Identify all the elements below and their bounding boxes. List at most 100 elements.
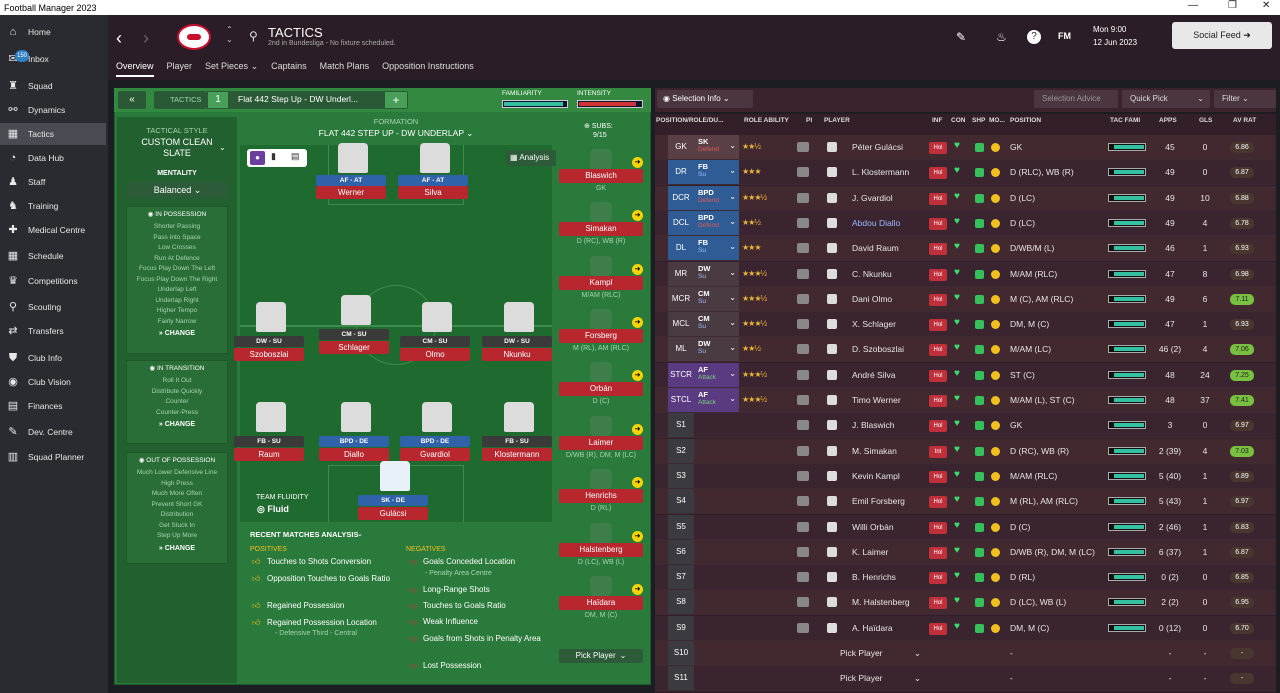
role-duty-dropdown[interactable]: CM Su ⌄ <box>694 286 739 311</box>
player-instructions-icon[interactable] <box>797 622 809 633</box>
table-row[interactable] <box>655 413 1276 439</box>
sub-swap-arrow-icon[interactable]: ➜ <box>632 317 643 328</box>
sub-swap-arrow-icon[interactable]: ➜ <box>632 210 643 221</box>
tactic-name-dropdown[interactable]: Flat 442 Step Up - DW Underl... <box>238 94 358 104</box>
sidebar-item-club-vision[interactable]: ◉ Club Vision <box>0 371 106 393</box>
player-name-label[interactable]: Nkunku <box>482 348 552 361</box>
column-header[interactable]: AV RAT <box>1233 117 1257 124</box>
sidebar-item-staff[interactable]: ♟ Staff <box>0 171 106 193</box>
player-instructions-icon[interactable] <box>797 496 809 507</box>
style-dropdown-icon[interactable]: ⌄ <box>219 143 226 152</box>
role-duty-dropdown[interactable]: DW Su ⌄ <box>694 261 739 286</box>
maximize-icon[interactable]: ❐ <box>1228 0 1237 11</box>
sub-swap-arrow-icon[interactable]: ➜ <box>632 531 643 542</box>
player-instructions-icon[interactable] <box>797 597 809 608</box>
club-switch-arrows[interactable]: ⌃ ⌄ <box>226 25 233 44</box>
player-instructions-icon[interactable] <box>797 243 809 254</box>
sidebar-item-finances[interactable]: ▤ Finances <box>0 395 106 417</box>
column-header[interactable]: TAC FAMI <box>1110 117 1141 124</box>
role-duty-dropdown[interactable]: BPD Defend ⌄ <box>694 210 739 235</box>
player-instructions-icon[interactable] <box>797 293 809 304</box>
selection-advice-button[interactable]: Selection Advice <box>1034 90 1118 108</box>
table-row[interactable] <box>655 666 1276 692</box>
tab-opposition-instructions[interactable]: Opposition Instructions <box>382 61 474 71</box>
player-instructions-icon[interactable] <box>797 521 809 532</box>
help-icon[interactable]: ? <box>1027 30 1041 44</box>
mentality-dropdown[interactable]: Balanced ⌄ <box>127 182 228 198</box>
sidebar-item-squad-planner[interactable]: ▥ Squad Planner <box>0 446 106 468</box>
player-name[interactable]: K. Laimer <box>852 546 889 557</box>
table-row[interactable] <box>655 539 1276 565</box>
player-name[interactable]: Emil Forsberg <box>852 496 905 507</box>
minimize-icon[interactable]: — <box>1188 0 1198 11</box>
player-instructions-icon[interactable] <box>797 395 809 405</box>
column-header[interactable]: POSITION <box>1010 117 1042 124</box>
role-duty-dropdown[interactable]: BPD Defend ⌄ <box>694 185 739 210</box>
role-duty-dropdown[interactable]: FB Su ⌄ <box>694 160 739 185</box>
column-header[interactable]: ROLE ABILITY <box>744 117 789 124</box>
sub-swap-arrow-icon[interactable]: ➜ <box>632 584 643 595</box>
player-instructions-icon[interactable] <box>797 319 809 330</box>
player-name[interactable]: Willi Orbán <box>852 521 894 532</box>
table-row[interactable] <box>655 160 1276 186</box>
column-header[interactable]: GLS <box>1199 117 1213 124</box>
column-header[interactable]: SHP <box>972 117 986 124</box>
player-name[interactable]: A. Haïdara <box>852 622 893 633</box>
sidebar-item-squad[interactable]: ♜ Squad <box>0 75 106 97</box>
sidebar-item-tactics[interactable]: ▦ Tactics <box>0 123 106 145</box>
player-instructions-icon[interactable] <box>797 192 809 203</box>
out-of-possession-box[interactable]: ◉ OUT OF POSSESSION Much Lower Defensive… <box>126 452 228 564</box>
selection-info-dropdown[interactable]: ◉ Selection Info ⌄ <box>657 90 753 108</box>
add-tactic-button[interactable]: + <box>385 92 407 108</box>
player-name-label[interactable]: Szoboszlai <box>234 348 304 361</box>
stats-view-icon[interactable]: ▮ <box>271 151 276 161</box>
sidebar-item-data-hub[interactable]: ◔ Data Hub <box>0 147 106 169</box>
sidebar-item-training[interactable]: ♞ Training <box>0 195 106 217</box>
sub-swap-arrow-icon[interactable]: ➜ <box>632 157 643 168</box>
back-button[interactable]: ‹ <box>116 28 122 48</box>
in-transition-box[interactable]: ◉ IN TRANSITION Roll It Out Distribute Qu… <box>126 360 228 444</box>
in-possession-change-button[interactable]: » CHANGE <box>158 330 196 337</box>
table-row[interactable] <box>655 590 1276 616</box>
pick-player-dropdown[interactable]: Pick Player ⌄ <box>840 673 925 683</box>
tactic-selector[interactable] <box>206 91 408 109</box>
role-duty-dropdown[interactable]: SK Defend ⌄ <box>694 135 739 159</box>
role-duty-dropdown[interactable]: DW Su ⌄ <box>694 337 739 362</box>
date-day[interactable]: 12 Jun 2023 <box>1093 38 1138 47</box>
in-transition-change-button[interactable]: » CHANGE <box>158 421 196 428</box>
sub-player-name[interactable]: Simakan <box>559 222 643 236</box>
tab-set-pieces[interactable]: Set Pieces ⌄ <box>205 61 259 71</box>
column-header[interactable]: CON <box>951 117 966 124</box>
analysis-button[interactable]: ▦ Analysis <box>506 150 556 166</box>
player-name[interactable]: André Silva <box>852 369 896 380</box>
column-header[interactable]: PLAYER <box>824 117 850 124</box>
player-name[interactable]: B. Henrichs <box>852 572 896 583</box>
table-row[interactable] <box>655 565 1276 591</box>
player-instructions-icon[interactable] <box>797 572 809 583</box>
social-feed-button[interactable]: Social Feed ➜ <box>1172 22 1272 49</box>
forward-button[interactable]: › <box>143 28 149 48</box>
sidebar-item-dev-centre[interactable]: ✎ Dev. Centre <box>0 421 106 443</box>
player-instructions-icon[interactable] <box>797 445 809 456</box>
tactic-slot-number[interactable]: 1 <box>208 92 228 108</box>
player-instructions-icon[interactable] <box>797 369 809 380</box>
sidebar-item-schedule[interactable]: ▦ Schedule <box>0 245 106 267</box>
sub-player-name[interactable]: Orbán <box>559 382 643 396</box>
column-header[interactable]: MO... <box>989 117 1005 124</box>
table-row[interactable] <box>655 337 1276 363</box>
edit-icon[interactable]: ✎ <box>956 30 967 44</box>
sidebar-item-home[interactable]: ⌂ Home <box>0 21 106 43</box>
quick-pick-dropdown[interactable]: Quick Pick ⌄ <box>1122 90 1210 108</box>
player-instructions-icon[interactable] <box>797 546 809 557</box>
club-logo[interactable] <box>177 24 211 50</box>
role-duty-dropdown[interactable]: AF Attack ⌄ <box>694 388 739 412</box>
player-name[interactable]: Kevin Kampl <box>852 470 900 481</box>
analysis-dropdown-icon[interactable]: ⌄ <box>357 531 363 538</box>
sub-swap-arrow-icon[interactable]: ➜ <box>632 477 643 488</box>
sidebar-item-dynamics[interactable]: ⚯ Dynamics <box>0 99 106 121</box>
sub-player-name[interactable]: Blaswich <box>559 169 643 183</box>
sidebar-item-club-info[interactable]: ⛊ Club Info <box>0 347 106 369</box>
sub-player-name[interactable]: Laimer <box>559 436 643 450</box>
formation-name-dropdown[interactable]: FLAT 442 STEP UP - DW UNDERLAP ⌄ <box>318 128 474 138</box>
column-header[interactable]: APPS <box>1159 117 1177 124</box>
